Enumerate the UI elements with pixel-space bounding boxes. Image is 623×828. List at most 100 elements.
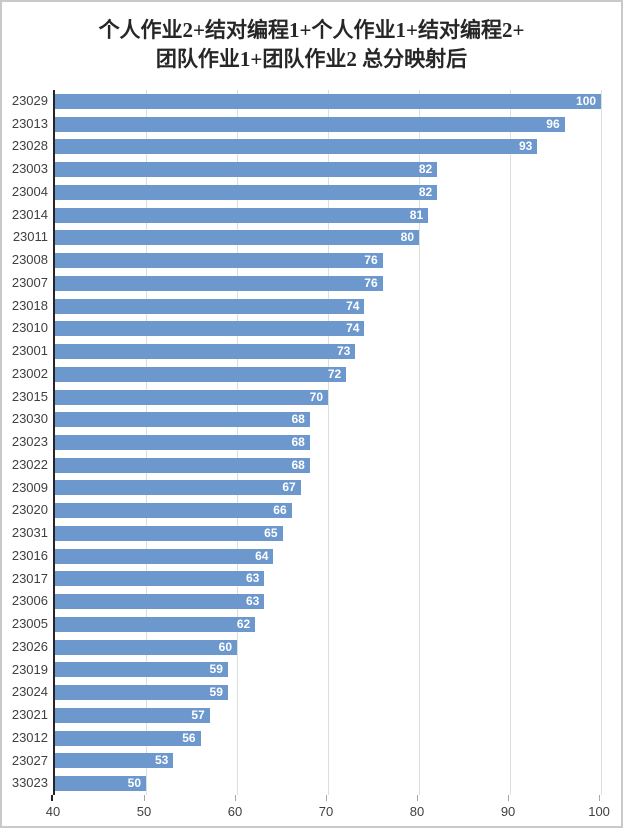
bar: 53 (55, 753, 174, 769)
bar: 63 (55, 594, 265, 610)
bar-value-label: 62 (236, 616, 251, 631)
bar: 68 (55, 457, 310, 473)
bar: 82 (55, 162, 438, 178)
bar-value-label: 82 (418, 184, 433, 199)
bar-value-label: 70 (309, 389, 324, 404)
bar-value-label: 53 (154, 753, 169, 768)
gridline (601, 90, 603, 795)
bar-value-label: 76 (364, 275, 378, 290)
y-axis-label: 23001 (11, 343, 48, 359)
gridline (419, 90, 421, 795)
chart-title-line-2: 团队作业1+团队作业2 总分映射后 (155, 47, 468, 71)
bar-value-label: 68 (291, 412, 305, 427)
bar: 64 (55, 548, 274, 564)
bar-value-label: 93 (519, 139, 533, 154)
bar-value-label: 63 (245, 571, 260, 586)
bar-value-label: 81 (409, 207, 424, 222)
y-axis-label: 23007 (11, 274, 48, 290)
y-axis-label: 23014 (11, 206, 48, 222)
y-axis-label: 23030 (11, 411, 48, 427)
bar: 96 (55, 116, 565, 132)
bar-value-label: 80 (400, 230, 415, 245)
bar: 59 (55, 662, 228, 678)
plot-area: 100 96 93 82 82 81 80 76 76 74 74 73 72 70 68 68 68 67 66 6… (53, 90, 621, 795)
chart-title-line-1: 个人作业2+结对编程1+个人作业1+结对编程2+ (98, 18, 525, 42)
x-axis-tick (599, 795, 601, 801)
bar: 72 (55, 366, 347, 382)
y-axis-label: 23018 (11, 297, 48, 313)
y-axis-label: 23016 (11, 547, 48, 563)
y-axis-label: 23010 (11, 320, 48, 336)
y-axis-label: 23022 (11, 456, 48, 472)
bar: 73 (55, 344, 356, 360)
bar-value-label: 68 (291, 457, 305, 472)
bar: 50 (55, 776, 146, 792)
bar: 68 (55, 412, 310, 428)
bar: 82 (55, 184, 438, 200)
x-axis-tick (235, 795, 237, 801)
bar-value-label: 82 (418, 162, 433, 177)
x-axis-label: 90 (500, 804, 516, 819)
y-axis-label: 23011 (12, 229, 48, 245)
y-axis-label: 33023 (11, 775, 48, 791)
bar: 74 (55, 298, 365, 314)
bar: 65 (55, 525, 283, 541)
x-axis-tick (417, 795, 419, 801)
chart-title: 个人作业2+结对编程1+个人作业1+结对编程2+ 团队作业1+团队作业2 总分映… (2, 16, 621, 74)
x-axis-label: 80 (409, 804, 425, 819)
bar: 80 (55, 230, 420, 246)
y-axis-label: 23009 (11, 479, 48, 495)
y-axis-label: 23017 (11, 570, 48, 586)
y-axis-label: 23008 (11, 252, 48, 268)
y-axis-label: 23012 (11, 729, 48, 745)
bar-value-label: 100 (576, 93, 597, 108)
x-axis-tick (326, 795, 328, 801)
bar: 63 (55, 571, 265, 587)
x-axis-tick (508, 795, 510, 801)
bar: 68 (55, 435, 310, 450)
x-axis-tick (144, 795, 145, 801)
x-axis-label: 40 (45, 804, 61, 819)
y-axis-label: 23013 (11, 115, 48, 131)
bar-value-label: 59 (209, 685, 223, 700)
bar-value-label: 74 (346, 321, 360, 336)
bar-value-label: 56 (182, 730, 196, 745)
x-axis-tick (51, 795, 53, 801)
y-axis-label: 23005 (11, 616, 48, 632)
y-axis-label: 23020 (11, 502, 48, 518)
bar: 81 (55, 207, 429, 223)
bar: 76 (55, 275, 383, 291)
bar-value-label: 68 (291, 435, 305, 449)
y-axis-label: 23019 (11, 661, 48, 677)
bar-value-label: 74 (346, 298, 360, 313)
bar: 57 (55, 707, 210, 723)
y-axis-label: 23027 (11, 752, 48, 768)
bar-value-label: 72 (327, 366, 342, 381)
gridline (328, 90, 330, 795)
bar: 66 (55, 503, 292, 519)
bar: 100 (55, 93, 602, 109)
x-axis-label: 100 (588, 804, 610, 819)
x-axis-label: 60 (227, 804, 243, 819)
bar: 76 (55, 253, 383, 269)
y-axis-label: 23006 (11, 593, 48, 609)
bar: 59 (55, 685, 228, 701)
x-axis: 40 50 60 70 80 90 100 (46, 795, 620, 826)
bar-value-label: 65 (264, 525, 278, 540)
bar-value-label: 57 (191, 707, 205, 722)
y-axis-label: 23002 (11, 365, 48, 381)
bar: 56 (55, 730, 201, 746)
y-axis-label: 23026 (11, 638, 48, 654)
bar-value-label: 50 (127, 776, 141, 791)
bar-value-label: 66 (273, 503, 287, 518)
bar: 62 (55, 616, 256, 632)
y-axis-label: 23024 (11, 684, 48, 700)
x-axis-label: 50 (136, 804, 152, 819)
bar-value-label: 67 (282, 480, 296, 495)
bar-value-label: 76 (364, 253, 378, 268)
y-axis-label: 23004 (11, 183, 48, 199)
bar-value-label: 63 (245, 594, 260, 609)
y-axis-label: 23015 (11, 388, 48, 404)
bar: 74 (55, 321, 365, 337)
